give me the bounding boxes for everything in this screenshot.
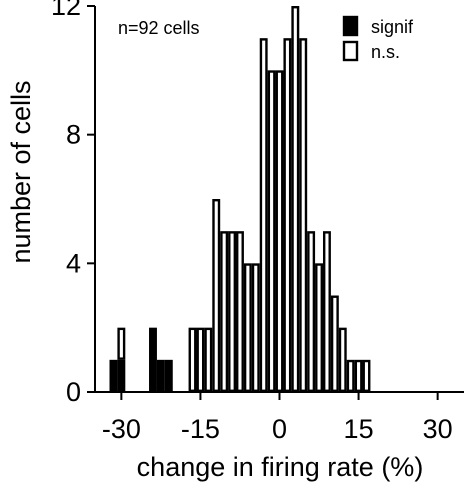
sample-size-annotation: n=92 cells: [118, 18, 200, 38]
bar-signif-3: [156, 359, 165, 392]
bar-signif-0: [109, 359, 118, 392]
bar-ns-22: [346, 359, 355, 392]
bar-signif-4: [164, 359, 173, 392]
y-axis-title: number of cells: [6, 80, 36, 263]
legend-label-ns: n.s.: [371, 42, 400, 62]
bar-ns-2: [188, 327, 197, 392]
bar-ns-5: [212, 198, 221, 393]
bar-ns-17: [307, 231, 316, 392]
legend: signif n.s.: [342, 15, 414, 62]
bar-ns-15: [291, 5, 300, 393]
legend-swatch-signif: [342, 15, 359, 37]
bar-ns-9: [243, 263, 252, 392]
legend-swatch-ns: [342, 40, 359, 62]
y-axis-ticks: 0 4 8 12: [51, 0, 95, 407]
x-tick-label: -30: [102, 414, 141, 444]
bar-ns-16: [299, 38, 308, 392]
y-tick-label: 8: [66, 120, 81, 150]
legend-label-signif: signif: [371, 17, 414, 37]
bar-ns-24: [362, 359, 371, 392]
bar-ns-0: [117, 327, 126, 360]
y-tick-label: 0: [66, 377, 81, 407]
bar-ns-3: [196, 327, 205, 392]
bar-ns-8: [236, 231, 244, 392]
x-axis-title: change in firing rate (%): [137, 452, 424, 482]
x-tick-label: -15: [181, 414, 220, 444]
bar-signif-2: [149, 327, 157, 392]
x-tick-label: 15: [344, 414, 374, 444]
y-tick-label: 12: [51, 0, 81, 21]
bar-ns-12: [267, 70, 276, 392]
bar-ns-18: [315, 263, 323, 392]
bar-ns-11: [259, 38, 268, 392]
bar-ns-7: [228, 231, 237, 392]
bar-ns-14: [283, 38, 292, 392]
bar-ns-21: [338, 327, 347, 392]
bar-ns-10: [251, 263, 260, 392]
bar-ns-20: [330, 295, 339, 393]
bar-signif-1: [117, 359, 126, 392]
bar-ns-4: [204, 327, 213, 392]
histogram-bars: [109, 5, 371, 393]
bar-ns-23: [354, 359, 363, 392]
y-tick-label: 4: [66, 248, 81, 278]
x-tick-label: 30: [423, 414, 453, 444]
x-tick-label: 0: [272, 414, 287, 444]
x-axis-ticks: -30 -15 0 15 30: [102, 392, 453, 444]
bar-ns-6: [220, 231, 229, 392]
bar-ns-13: [275, 70, 284, 392]
bar-ns-19: [322, 231, 331, 392]
